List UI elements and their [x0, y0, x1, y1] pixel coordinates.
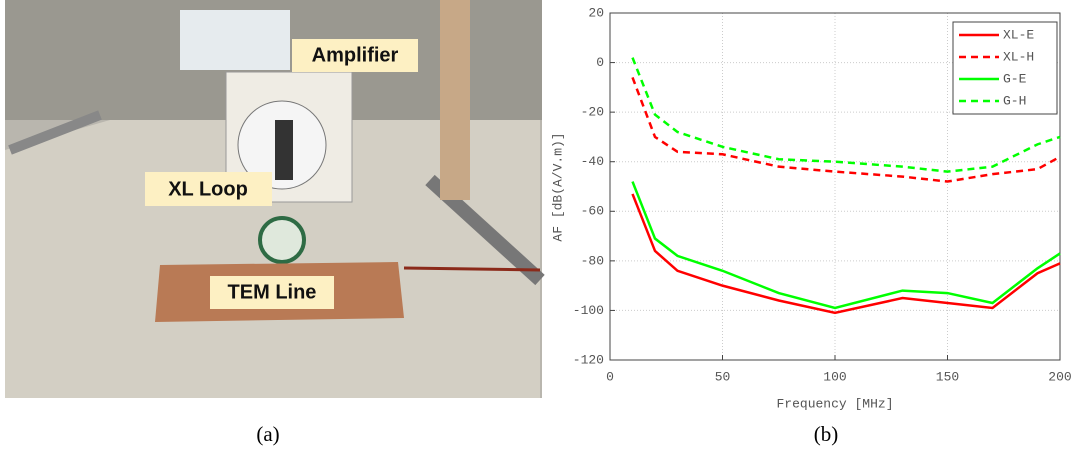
caption: (a)	[256, 422, 279, 446]
rail	[8, 110, 102, 155]
series-line	[631, 77, 1061, 183]
x-tick-label: 150	[936, 369, 959, 384]
xl-loop	[258, 216, 306, 264]
y-axis-label: AF [dB(A/V.m)]	[550, 132, 565, 241]
label-box	[292, 39, 418, 72]
window	[180, 10, 290, 70]
y-tick-label: -80	[581, 253, 604, 268]
photo-label: XL Loop	[168, 178, 248, 200]
label-box	[210, 276, 334, 309]
series-line	[631, 181, 1061, 310]
photo: Amplifier XL Loop TEM Line	[5, 0, 545, 398]
post	[440, 0, 470, 200]
x-tick-label: 0	[606, 369, 614, 384]
legend-label: G-E	[1003, 71, 1027, 86]
legend-box	[952, 21, 1058, 115]
caption: (b)	[814, 422, 839, 446]
label-box	[145, 172, 272, 206]
legend-label: XL-H	[1003, 49, 1034, 64]
y-tick-label: -120	[573, 352, 604, 367]
y-tick-label: 20	[588, 5, 604, 20]
axes-frame	[609, 12, 1061, 361]
y-tick-label: -20	[581, 105, 604, 120]
x-tick-label: 200	[1048, 369, 1071, 384]
series-line	[631, 57, 1061, 173]
x-tick-label: 50	[715, 369, 731, 384]
photo-label: Amplifier	[312, 44, 399, 66]
x-tick-label: 100	[823, 369, 846, 384]
cable	[403, 266, 541, 272]
y-tick-label: -100	[573, 303, 604, 318]
chart: Frequency [MHz] AF [dB(A/V.m)] -120 -100 -…	[550, 5, 1071, 411]
legend-label: XL-E	[1003, 27, 1034, 42]
photo-label: TEM Line	[228, 281, 317, 303]
y-tick-label: 0	[596, 55, 604, 70]
x-axis-label: Frequency [MHz]	[776, 396, 893, 411]
series-line	[631, 193, 1061, 315]
legend-label: G-H	[1003, 93, 1026, 108]
y-tick-label: -40	[581, 154, 604, 169]
loop-holder	[275, 120, 293, 180]
y-tick-label: -60	[581, 204, 604, 219]
